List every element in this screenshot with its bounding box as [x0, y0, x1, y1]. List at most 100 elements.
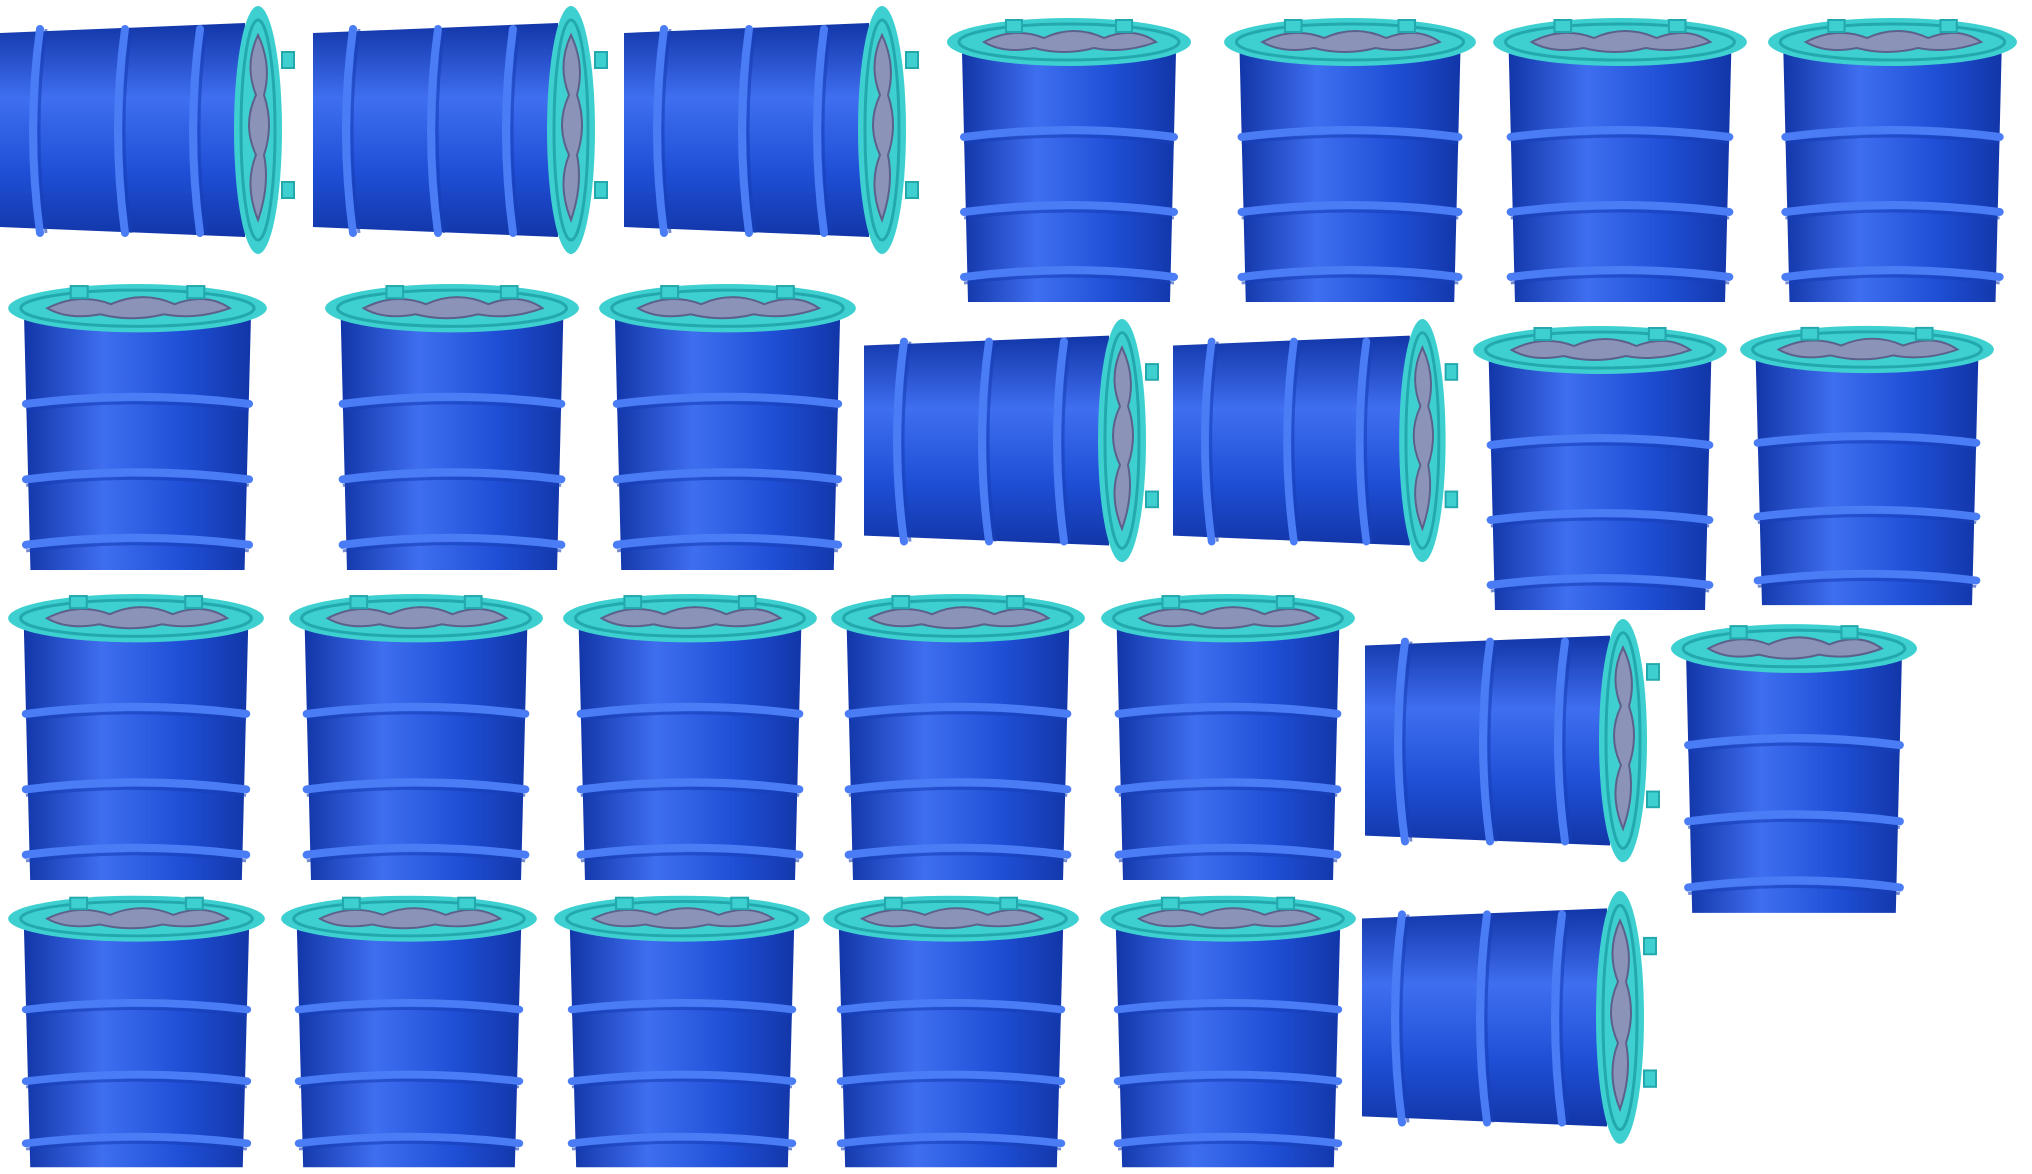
- cloth-inside-lid: [981, 30, 1159, 53]
- barrel-rib: [29, 25, 44, 237]
- barrel-rib: [21, 1070, 252, 1086]
- blue-barrel-image: [0, 6, 295, 254]
- cloth-inside-lid: [45, 296, 232, 320]
- lid-clip: [594, 181, 608, 199]
- barrel-body: [569, 928, 795, 1168]
- lid-clip: [69, 285, 89, 300]
- barrel-rib: [960, 126, 1178, 141]
- barrel-rib: [338, 468, 566, 484]
- barrel-rib: [844, 702, 1072, 718]
- barrel-rib: [836, 999, 1066, 1014]
- blue-barrel-image: [325, 284, 579, 570]
- barrel-rib: [567, 1070, 797, 1086]
- blue-barrel-image: [599, 284, 856, 570]
- lid-clip: [1646, 663, 1660, 681]
- barrel-rib: [567, 999, 797, 1014]
- lid-clip: [385, 285, 405, 300]
- lid-clip: [1115, 19, 1133, 33]
- barrel-body: [23, 628, 249, 880]
- lid-clip: [1283, 19, 1303, 33]
- barrel-photo-tile: [1470, 320, 1730, 615]
- barrel-rib: [653, 25, 668, 237]
- barrel-rib: [21, 392, 254, 408]
- lid-clip: [499, 285, 519, 300]
- lid-clip: [891, 595, 911, 610]
- lid-clip: [1444, 363, 1459, 381]
- barrel-rib: [576, 778, 804, 794]
- barrel-rib: [189, 25, 204, 237]
- barrel-rib: [1684, 810, 1904, 826]
- barrel-photo-tile: [5, 278, 270, 575]
- cloth-inside-lid: [1803, 30, 1984, 53]
- lid-clip: [349, 595, 369, 610]
- blue-barrel-image: [289, 594, 543, 880]
- barrel-rib: [612, 392, 843, 408]
- barrel-rib: [1114, 702, 1342, 718]
- lid-clip: [1145, 363, 1159, 381]
- cloth-inside-lid: [44, 907, 231, 930]
- cloth-inside-lid: [1136, 907, 1322, 930]
- lid-clip: [1553, 19, 1573, 33]
- barrel-rib: [1394, 637, 1409, 846]
- blue-barrel-image: [281, 895, 537, 1168]
- barrel-rib: [1237, 266, 1463, 281]
- blue-barrel-image: [864, 318, 1159, 563]
- barrel-photo-tile: [820, 890, 1082, 1172]
- barrel-rib: [1486, 574, 1714, 589]
- cloth-inside-lid: [590, 907, 776, 930]
- blue-barrel-image: [1101, 594, 1355, 880]
- barrel-rib: [1554, 637, 1569, 846]
- barrel-photo-tile: [1490, 12, 1750, 307]
- lid-clip: [1643, 936, 1657, 956]
- barrel-rib: [576, 702, 804, 718]
- barrel-photo-tile: [624, 5, 924, 260]
- barrel-rib: [427, 25, 442, 237]
- barrel-rib: [813, 25, 828, 237]
- barrel-photo-tile: [1221, 12, 1479, 307]
- barrel-rib: [1486, 509, 1714, 524]
- barrel-rib: [21, 533, 254, 549]
- barrel-body: [23, 928, 250, 1168]
- barrel-rib: [978, 337, 993, 546]
- barrel-rib: [1114, 843, 1342, 859]
- lid-clip: [1161, 595, 1181, 610]
- barrel-body: [1755, 359, 1979, 606]
- barrel-rib: [1486, 434, 1714, 449]
- barrel-rib: [294, 999, 524, 1014]
- blue-barrel-image: [1100, 895, 1356, 1168]
- barrel-photo-tile: [1365, 618, 1665, 868]
- barrel-rib: [612, 533, 843, 549]
- barrel-rib: [1355, 337, 1371, 546]
- lid-clip: [1800, 326, 1820, 341]
- cloth-inside-lid: [1610, 918, 1632, 1113]
- lid-clip: [1827, 19, 1846, 33]
- barrel-photo-tile: [313, 5, 613, 260]
- lid-clip: [1667, 19, 1687, 33]
- barrel-photo-tile: [596, 278, 859, 575]
- blue-barrel-image: [1493, 18, 1747, 302]
- lid-clip: [1275, 595, 1295, 610]
- barrel-photo-tile: [286, 588, 546, 885]
- barrel-rib: [893, 337, 908, 546]
- barrel-rib: [1114, 778, 1342, 794]
- cloth-inside-lid: [1509, 338, 1693, 361]
- lid-clip: [999, 896, 1019, 911]
- barrel-rib: [21, 702, 251, 718]
- barrel-rib: [1506, 201, 1734, 216]
- barrel-rib: [342, 25, 357, 237]
- barrel-rib: [114, 25, 129, 237]
- barrel-body: [296, 928, 522, 1168]
- blue-barrel-image: [313, 6, 608, 254]
- lid-clip: [68, 595, 88, 610]
- lid-clip: [594, 51, 608, 69]
- blue-barrel-image: [1768, 18, 2017, 302]
- lid-clip: [905, 51, 919, 69]
- barrel-rib: [844, 843, 1072, 859]
- barrel-rib: [1753, 569, 1981, 585]
- lid-clip: [1840, 625, 1859, 640]
- barrel-rib: [21, 843, 251, 859]
- lid-clip: [281, 51, 295, 69]
- blue-barrel-image: [831, 594, 1085, 880]
- blue-barrel-image: [624, 6, 919, 254]
